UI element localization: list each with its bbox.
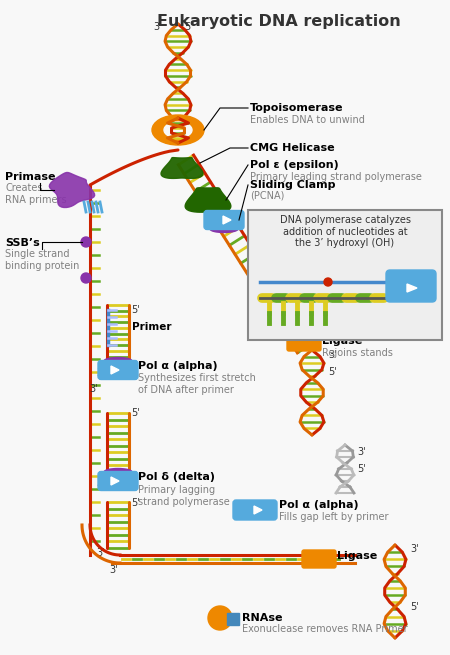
Polygon shape: [50, 172, 94, 208]
FancyBboxPatch shape: [98, 360, 138, 379]
Text: Pol α (alpha): Pol α (alpha): [138, 361, 218, 371]
Text: 3': 3': [109, 565, 118, 575]
Text: CMG Helicase: CMG Helicase: [250, 143, 335, 153]
Text: Pol δ (delta): Pol δ (delta): [138, 472, 215, 482]
Ellipse shape: [81, 237, 91, 247]
Text: Enables DNA to unwind: Enables DNA to unwind: [250, 115, 365, 125]
Text: Fills gap left by primer: Fills gap left by primer: [279, 512, 388, 522]
Polygon shape: [254, 506, 262, 514]
Ellipse shape: [152, 115, 204, 145]
Text: 5': 5': [251, 234, 260, 244]
Text: 3': 3': [251, 220, 260, 230]
Text: 5': 5': [328, 367, 337, 377]
Text: 5': 5': [131, 408, 140, 418]
FancyBboxPatch shape: [302, 550, 336, 568]
Text: Rejoins stands: Rejoins stands: [322, 348, 393, 358]
Text: 3': 3': [96, 478, 105, 488]
Text: 5': 5': [410, 602, 419, 612]
Text: Eukaryotic DNA replication: Eukaryotic DNA replication: [157, 14, 401, 29]
FancyBboxPatch shape: [386, 270, 436, 302]
Text: Sliding Clamp: Sliding Clamp: [250, 180, 336, 190]
Polygon shape: [223, 216, 231, 224]
Text: 3': 3': [326, 269, 333, 278]
Polygon shape: [111, 477, 119, 485]
Text: Pol α (alpha): Pol α (alpha): [279, 500, 359, 510]
Text: DNA polymerase catalyzes
addition of nucleotides at
the 3’ hydroxyl (OH): DNA polymerase catalyzes addition of nuc…: [279, 215, 410, 248]
Polygon shape: [407, 284, 417, 292]
Text: 3': 3': [90, 384, 98, 394]
Text: SSB’s: SSB’s: [5, 238, 40, 248]
Text: Topoisomerase: Topoisomerase: [250, 103, 343, 113]
Text: Primary leading strand polymerase: Primary leading strand polymerase: [250, 172, 422, 182]
Text: 5': 5': [260, 269, 267, 278]
Text: 3': 3': [328, 350, 337, 360]
Ellipse shape: [81, 273, 91, 283]
Ellipse shape: [208, 606, 232, 630]
FancyBboxPatch shape: [248, 210, 442, 340]
Text: 5': 5': [184, 22, 193, 32]
Text: Creates
RNA primers: Creates RNA primers: [5, 183, 67, 204]
FancyBboxPatch shape: [227, 613, 239, 625]
Text: 5': 5': [131, 305, 140, 315]
Text: Ligase: Ligase: [322, 336, 362, 346]
Text: Primase: Primase: [5, 172, 55, 182]
Ellipse shape: [104, 358, 132, 364]
FancyBboxPatch shape: [287, 333, 321, 351]
Text: 5': 5': [357, 464, 366, 474]
Text: 3': 3': [260, 292, 268, 301]
Text: Pol ε (epsilon): Pol ε (epsilon): [250, 160, 339, 170]
FancyBboxPatch shape: [204, 210, 244, 229]
Text: 3': 3': [357, 447, 365, 457]
Text: Ligase: Ligase: [337, 551, 377, 561]
Ellipse shape: [210, 225, 238, 233]
Text: Single strand
binding protein: Single strand binding protein: [5, 249, 79, 271]
Text: Primer: Primer: [132, 322, 171, 332]
Text: Exonuclease removes RNA Primer: Exonuclease removes RNA Primer: [242, 624, 408, 634]
Ellipse shape: [324, 278, 332, 286]
Ellipse shape: [104, 468, 132, 476]
Ellipse shape: [164, 122, 192, 138]
Text: 3': 3': [153, 22, 162, 32]
Text: 3': 3': [96, 548, 105, 558]
Text: 3': 3': [226, 220, 234, 230]
Text: 3': 3': [96, 368, 105, 378]
Text: RNAse: RNAse: [242, 613, 283, 623]
Text: 5': 5': [430, 292, 437, 301]
Text: 5': 5': [216, 202, 225, 212]
Text: (PCNA): (PCNA): [250, 191, 284, 201]
Text: 5': 5': [131, 498, 140, 508]
FancyBboxPatch shape: [233, 500, 277, 520]
Polygon shape: [185, 188, 231, 212]
Polygon shape: [161, 158, 203, 178]
Text: 3': 3': [410, 544, 418, 554]
Polygon shape: [111, 366, 119, 374]
Text: Synthesizes first stretch
of DNA after primer: Synthesizes first stretch of DNA after p…: [138, 373, 256, 394]
Text: Primary lagging
strand polymerase: Primary lagging strand polymerase: [138, 485, 230, 506]
FancyBboxPatch shape: [98, 472, 138, 491]
